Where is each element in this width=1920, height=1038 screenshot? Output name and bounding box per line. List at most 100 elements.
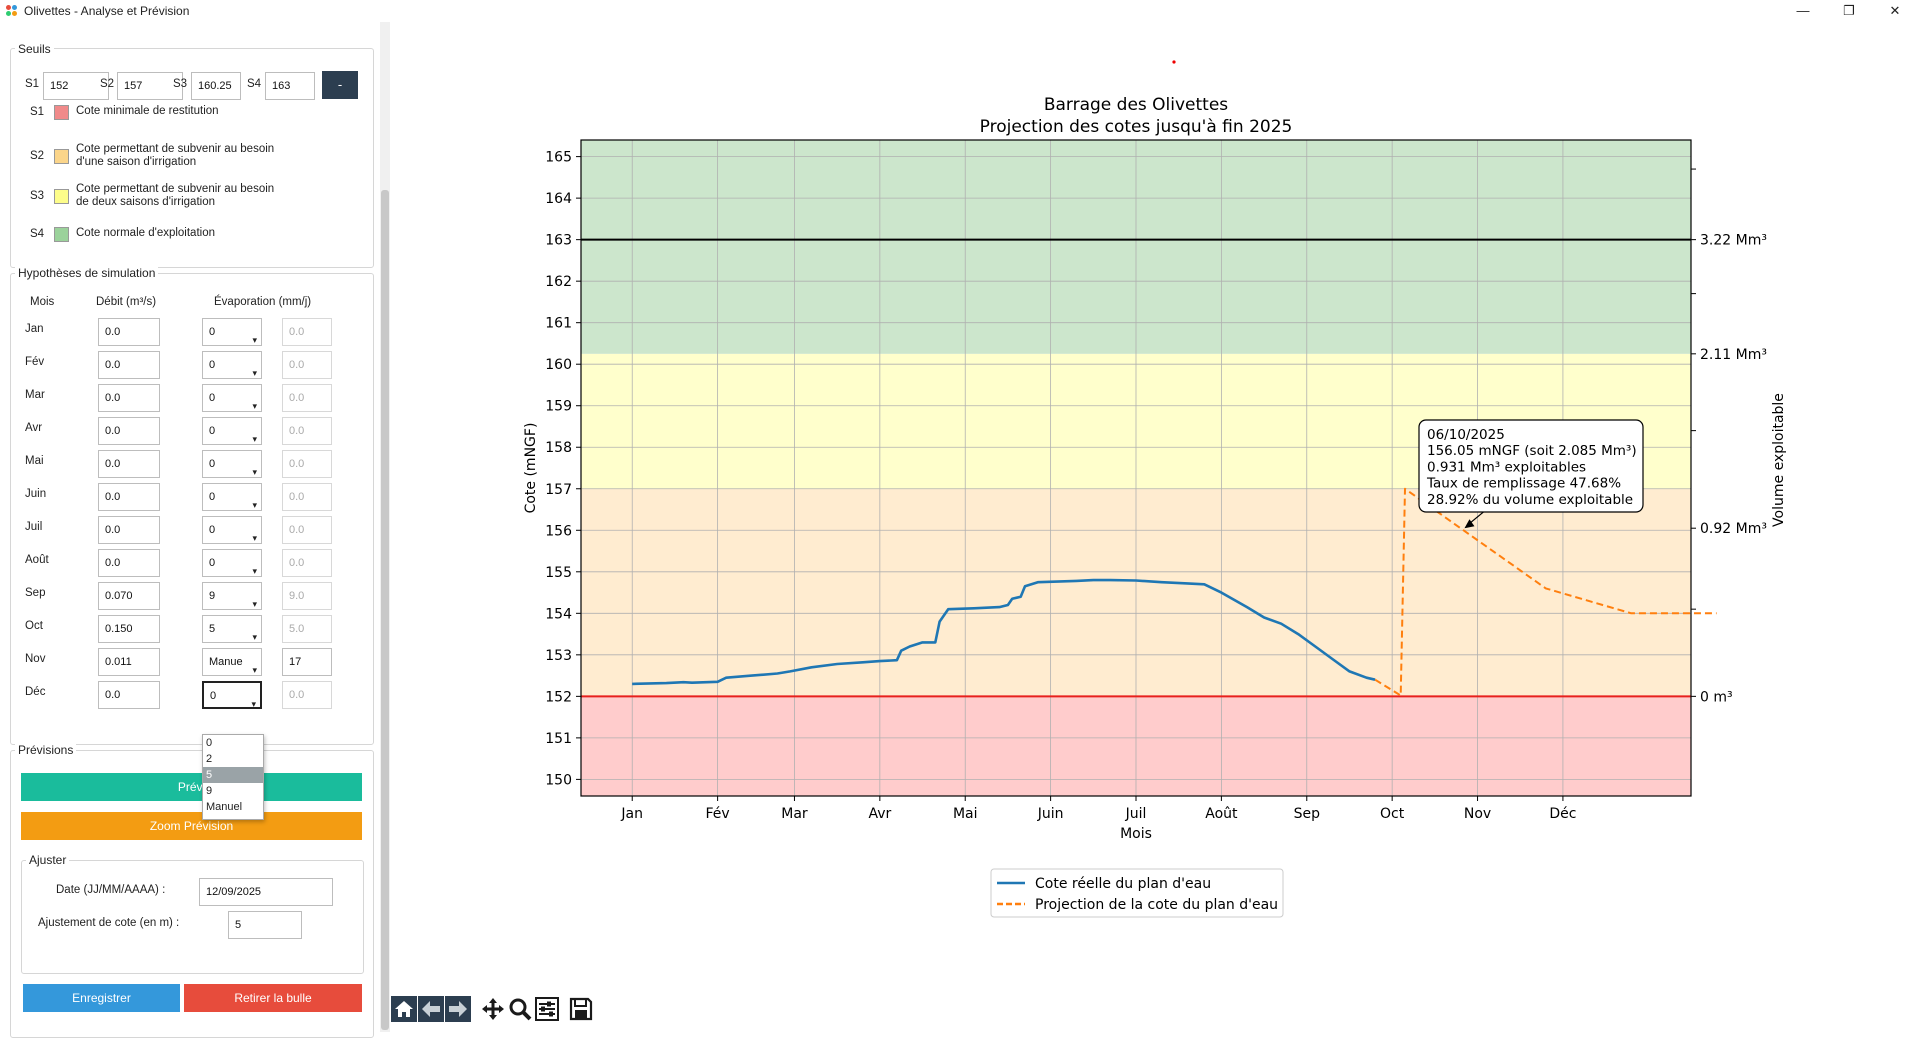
debit-input[interactable]: 0.0 (98, 549, 160, 577)
debit-input[interactable]: 0.0 (98, 516, 160, 544)
evaporation-select[interactable]: 9 ▾ (202, 582, 262, 610)
evaporation-select[interactable]: Manue ▾ (202, 648, 262, 676)
evaporation-value: 0 (209, 326, 216, 338)
seuil-input-s4[interactable]: 163 (265, 72, 315, 100)
y-axis-label: Cote (mNGF) (523, 423, 539, 514)
x-tick-label: Mar (781, 806, 808, 822)
debit-input[interactable]: 0.0 (98, 483, 160, 511)
debit-input[interactable]: 0.0 (98, 417, 160, 445)
home-icon[interactable] (391, 996, 417, 1022)
right-tick-label: 3.22 Mm³ (1700, 233, 1767, 249)
legend-swatch-s2 (54, 149, 69, 164)
evaporation-select[interactable]: 0 ▾ (202, 681, 262, 709)
chart-legend (990, 868, 1284, 918)
manual-evaporation-input[interactable]: 0.0 (282, 450, 332, 478)
dropdown-option[interactable]: 5 (203, 767, 263, 783)
zoom-icon[interactable] (507, 996, 533, 1022)
evaporation-select[interactable]: 0 ▾ (202, 516, 262, 544)
evaporation-value: 0 (209, 458, 216, 470)
evaporation-select[interactable]: 0 ▾ (202, 549, 262, 577)
debit-input[interactable]: 0.0 (98, 681, 160, 709)
seuil-input-s2[interactable]: 157 (117, 72, 183, 100)
debit-input[interactable]: 0.0 (98, 318, 160, 346)
evaporation-select[interactable]: 0 ▾ (202, 351, 262, 379)
month-label: Nov (25, 653, 46, 665)
evaporation-select[interactable]: 5 ▾ (202, 615, 262, 643)
legend-swatch-s3 (54, 189, 69, 204)
seuil-input-s1[interactable]: 152 (43, 72, 109, 100)
debit-input[interactable]: 0.0 (98, 384, 160, 412)
dropdown-option[interactable]: 0 (206, 737, 213, 749)
back-icon[interactable] (418, 996, 444, 1022)
evaporation-select[interactable]: 0 ▾ (202, 450, 262, 478)
close-button[interactable]: ✕ (1889, 3, 1901, 18)
manual-evaporation-input[interactable]: 9.0 (282, 582, 332, 610)
evaporation-select[interactable]: 0 ▾ (202, 384, 262, 412)
x-tick-label: Oct (1380, 806, 1405, 822)
month-label: Avr (25, 422, 43, 434)
save-icon[interactable] (568, 996, 594, 1022)
evaporation-select[interactable]: 0 ▾ (202, 483, 262, 511)
seuil-label-s1: S1 (25, 78, 40, 90)
manual-evaporation-input[interactable]: 17 (282, 648, 332, 676)
prevision-button[interactable]: Prévi (21, 773, 362, 801)
collapse-seuils-button[interactable]: - (322, 71, 358, 99)
month-label: Déc (25, 686, 46, 698)
dropdown-option[interactable]: Manuel (206, 801, 243, 813)
evaporation-dropdown-list[interactable]: 0 2 5 9 Manuel (202, 734, 264, 820)
manual-evaporation-input[interactable]: 0.0 (282, 681, 332, 709)
save-button[interactable]: Enregistrer (23, 984, 180, 1012)
pan-icon[interactable] (480, 996, 506, 1022)
chevron-down-icon: ▾ (252, 533, 257, 543)
manual-evaporation-input[interactable]: 0.0 (282, 318, 332, 346)
evaporation-value: 0 (209, 425, 216, 437)
y-tick-label: 151 (545, 731, 572, 747)
manual-evaporation-input[interactable]: 0.0 (282, 549, 332, 577)
y-tick-label: 154 (545, 606, 572, 622)
debit-input[interactable]: 0.0 (98, 351, 160, 379)
remove-bubble-button[interactable]: Retirer la bulle (184, 984, 362, 1012)
manual-evaporation-input[interactable]: 0.0 (282, 384, 332, 412)
zoom-prevision-button[interactable]: Zoom Prévision (21, 812, 362, 840)
evaporation-select[interactable]: 0 ▾ (202, 417, 262, 445)
debit-input[interactable]: 0.0 (98, 450, 160, 478)
chevron-down-icon: ▾ (252, 599, 257, 609)
chevron-down-icon: ▾ (252, 368, 257, 378)
hypotheses-title: Hypothèses de simulation (15, 266, 159, 280)
forward-icon[interactable] (445, 996, 471, 1022)
maximize-button[interactable]: ❐ (1843, 3, 1855, 18)
dropdown-option[interactable]: 9 (206, 785, 213, 797)
manual-evaporation-input[interactable]: 5.0 (282, 615, 332, 643)
legend-code-s3: S3 (30, 190, 45, 202)
legend-text-s2: Cote permettant de subvenir au besoin d'… (76, 143, 275, 168)
x-tick-label: Mai (953, 806, 978, 822)
debit-input[interactable]: 0.150 (98, 615, 160, 643)
window-title: Olivettes - Analyse et Prévision (24, 4, 190, 18)
chevron-down-icon: ▾ (252, 401, 257, 411)
manual-evaporation-input[interactable]: 0.0 (282, 417, 332, 445)
x-tick-label: Avr (868, 806, 891, 822)
x-tick-label: Juil (1125, 806, 1147, 822)
evaporation-select[interactable]: 0 ▾ (202, 318, 262, 346)
series-line-cote-reelle (632, 578, 1376, 686)
date-input[interactable]: 12/09/2025 (199, 878, 333, 906)
chevron-down-icon: ▾ (252, 665, 257, 675)
header-debit: Débit (m³/s) (96, 296, 157, 308)
minimize-button[interactable]: — (1796, 3, 1810, 18)
panel-scrollbar-thumb[interactable] (381, 190, 389, 1030)
evaporation-value: 0 (209, 392, 216, 404)
y2-axis-label: Volume exploitable (1771, 393, 1787, 527)
evaporation-value: 0 (209, 557, 216, 569)
y-tick-label: 156 (545, 523, 572, 539)
debit-input[interactable]: 0.070 (98, 582, 160, 610)
manual-evaporation-input[interactable]: 0.0 (282, 483, 332, 511)
dropdown-option[interactable]: 2 (206, 753, 213, 765)
debit-input[interactable]: 0.011 (98, 648, 160, 676)
configure-icon[interactable] (534, 996, 560, 1022)
cote-adjust-input[interactable]: 5 (228, 911, 302, 939)
seuil-input-s3[interactable]: 160.25 (191, 72, 241, 100)
legend-text-s3: Cote permettant de subvenir au besoin de… (76, 183, 275, 208)
month-label: Jan (25, 323, 44, 335)
manual-evaporation-input[interactable]: 0.0 (282, 516, 332, 544)
manual-evaporation-input[interactable]: 0.0 (282, 351, 332, 379)
